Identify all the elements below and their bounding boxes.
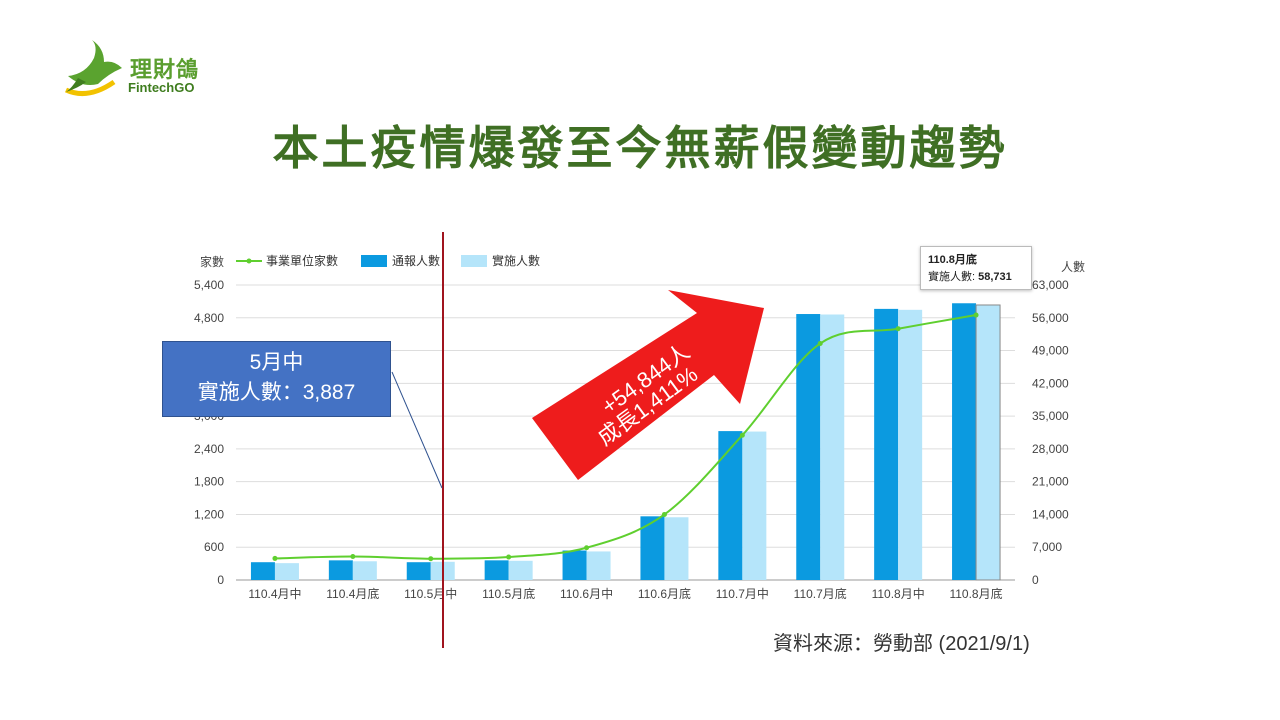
bar-implemented — [742, 431, 767, 580]
annotation-line-2: 實施人數：3,887 — [197, 381, 356, 404]
logo: 理財鴿 FintechGO — [58, 38, 218, 104]
legend-bar-swatch — [461, 255, 487, 267]
ytick-right-label: 0 — [1032, 573, 1039, 587]
logo-subtitle: FintechGO — [128, 80, 195, 95]
tooltip-label: 實施人數: — [928, 271, 979, 283]
line-point — [895, 326, 901, 332]
ytick-right-label: 28,000 — [1032, 442, 1069, 456]
xtick-label: 110.6月中 — [560, 586, 613, 601]
bar-implemented — [586, 551, 611, 580]
bar-reported — [718, 431, 743, 580]
bar-reported — [874, 308, 899, 580]
bar-reported — [328, 560, 353, 580]
line-point — [350, 554, 356, 560]
yaxis-left-title: 家數 — [200, 254, 224, 269]
xtick-label: 110.5月底 — [482, 586, 535, 601]
ytick-right-label: 49,000 — [1032, 344, 1069, 358]
ytick-left-label: 0 — [217, 573, 224, 587]
source-note: 資料來源：勞動部 (2021/9/1) — [773, 633, 1030, 655]
page-title: 本土疫情爆發至今無薪假變動趨勢 — [272, 122, 1008, 174]
legend-label: 通報人數 — [392, 254, 440, 268]
ytick-right-label: 42,000 — [1032, 376, 1069, 390]
bar-reported — [484, 560, 509, 580]
ytick-right-label: 63,000 — [1032, 278, 1069, 292]
line-point — [817, 340, 823, 346]
series-line-establishments — [274, 314, 977, 560]
ytick-left-label: 1,800 — [194, 475, 224, 489]
ytick-left-label: 5,400 — [194, 278, 224, 292]
xtick-label: 110.4月底 — [326, 586, 379, 601]
legend-label: 實施人數 — [492, 253, 540, 268]
tooltip-value: 58,731 — [978, 271, 1012, 283]
xtick-label: 110.7月中 — [716, 586, 769, 601]
tooltip: 110.8月底 實施人數: 58,731 — [920, 246, 1032, 290]
ytick-right-label: 14,000 — [1032, 507, 1069, 521]
dove-logo-icon — [64, 40, 122, 97]
bar-highlight — [975, 304, 1001, 581]
bar-reported — [952, 303, 977, 580]
bar-reported — [562, 550, 587, 580]
xtick-label: 110.8月底 — [949, 586, 1002, 601]
bar-reported — [640, 516, 665, 580]
bar-implemented — [352, 561, 377, 580]
line-point — [661, 511, 667, 517]
yaxis-right-title: 人數 — [1061, 260, 1085, 274]
line-point — [428, 556, 434, 562]
bar-reported — [796, 314, 821, 580]
chart-line — [272, 312, 979, 562]
annotation-line-1: 5月中 — [249, 351, 304, 374]
legend-bar-swatch — [361, 255, 387, 267]
ytick-left-label: 2,400 — [194, 442, 224, 456]
xtick-label: 110.4月中 — [248, 586, 301, 601]
bar-implemented — [820, 314, 845, 580]
bar-implemented — [274, 563, 299, 580]
bar-implemented — [976, 304, 1001, 580]
xtick-label: 110.5月中 — [404, 586, 457, 601]
xtick-label: 110.6月底 — [638, 586, 691, 601]
bar-reported — [406, 562, 431, 580]
bar-reported — [250, 562, 275, 580]
chart-legend: 事業單位家數 通報人數 實施人數 — [236, 253, 540, 268]
line-point — [272, 555, 278, 561]
ytick-left-label: 4,800 — [194, 311, 224, 325]
xtick-label: 110.7月底 — [794, 586, 847, 601]
legend-label: 事業單位家數 — [266, 253, 338, 268]
line-point — [584, 545, 590, 551]
ytick-right-label: 21,000 — [1032, 475, 1069, 489]
ytick-right-label: 35,000 — [1032, 409, 1069, 423]
line-point — [973, 312, 979, 318]
legend-line-dot — [246, 258, 252, 264]
annotation-connector — [391, 371, 443, 489]
tooltip-title: 110.8月底 — [928, 254, 977, 266]
ytick-left-label: 600 — [204, 540, 224, 554]
ytick-left-label: 1,200 — [194, 507, 224, 521]
bar-implemented — [898, 309, 923, 580]
line-point — [739, 432, 745, 438]
chart-bars — [250, 303, 1001, 581]
bar-implemented — [508, 560, 533, 580]
bar-implemented — [664, 517, 689, 580]
xtick-label: 110.8月中 — [872, 586, 925, 601]
annotation-box: 5月中 實施人數：3,887 — [162, 341, 391, 417]
ytick-right-label: 56,000 — [1032, 311, 1069, 325]
ytick-right-label: 7,000 — [1032, 540, 1062, 554]
line-point — [506, 554, 512, 560]
growth-arrow-shape — [532, 290, 764, 480]
logo-name: 理財鴿 — [130, 57, 200, 82]
